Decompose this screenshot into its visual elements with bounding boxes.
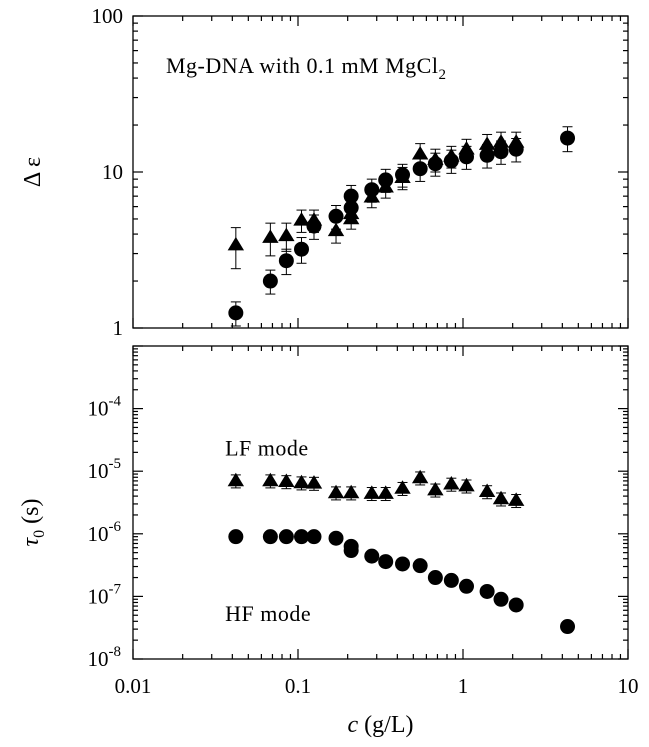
top-triangle-point <box>411 146 429 160</box>
bottom-triangle-point <box>394 480 411 494</box>
top-circle-point <box>427 156 443 172</box>
bottom-circle-point <box>278 529 294 545</box>
top-circle-point <box>378 172 394 188</box>
top-circle-point <box>395 167 411 183</box>
top-circle-point <box>278 253 294 269</box>
bottom-triangle-point <box>227 472 245 487</box>
top-circle-point <box>412 161 428 177</box>
bottom-triangle-point <box>377 485 394 499</box>
top-triangle-point <box>278 227 295 242</box>
bottom-circle-point <box>508 597 524 613</box>
top-triangle-point <box>478 136 496 150</box>
top-triangle-point <box>227 236 245 251</box>
x-tick-label: 1 <box>458 674 469 698</box>
top-circle-point <box>560 130 576 146</box>
bottom-circle-point <box>427 570 443 586</box>
bottom-triangle-point <box>507 492 525 506</box>
x-tick-label: 0.1 <box>285 674 311 698</box>
top-annotation-main: Mg-DNA with 0.1 mM MgCl <box>166 53 438 78</box>
top-y-axis-title: Δ ε <box>20 157 46 187</box>
bottom-circle-point <box>560 619 576 635</box>
top-circle-point <box>458 149 474 165</box>
top-y-tick-label: 10 <box>102 160 123 184</box>
bottom-triangle-point <box>305 475 323 489</box>
bottom-y-tick-label: 10-5 <box>88 456 122 483</box>
bottom-circle-point <box>479 583 495 599</box>
bottom-triangle-point <box>262 472 279 487</box>
bottom-circle-point <box>328 530 344 546</box>
bottom-triangle-point <box>278 473 295 488</box>
hf-mode-label: HF mode <box>225 601 311 626</box>
top-circle-point <box>443 153 459 169</box>
bottom-triangle-point <box>492 490 510 505</box>
top-triangle-point <box>327 222 345 237</box>
bottom-circle-point <box>262 529 278 545</box>
top-triangle-point <box>492 134 510 148</box>
bottom-triangle-point <box>443 475 460 490</box>
top-circle-point <box>228 305 244 321</box>
bottom-circle-point <box>412 558 428 574</box>
top-circle-point <box>262 273 278 289</box>
bottom-circle-point <box>395 556 411 572</box>
bottom-plot-frame <box>132 345 629 660</box>
top-circle-point <box>479 147 495 163</box>
top-triangle-point <box>262 229 279 243</box>
bottom-triangle-point <box>342 484 360 499</box>
top-circle-point <box>328 208 344 224</box>
top-circle-point <box>343 188 359 204</box>
bottom-triangle-point <box>363 485 380 499</box>
top-panel-delta-epsilon: 1 10 100 Δ ε Mg-DNA with 0.1 mM MgCl2 <box>20 4 629 340</box>
bottom-triangle-point <box>327 484 345 499</box>
top-y-tick-label: 1 <box>113 316 124 340</box>
top-circle-point <box>508 141 524 157</box>
lf-mode-label: LF mode <box>225 435 309 460</box>
bottom-circle-point <box>493 591 509 607</box>
bottom-circle-point <box>378 554 394 570</box>
top-circle-point <box>493 144 509 160</box>
bottom-circle-point <box>443 572 459 588</box>
x-tick-label: 10 <box>618 674 639 698</box>
bottom-triangle-point <box>411 469 429 484</box>
top-circle-point <box>306 218 322 234</box>
top-annotation: Mg-DNA with 0.1 mM MgCl2 <box>166 53 446 83</box>
bottom-triangle-point <box>458 477 475 492</box>
bottom-circle-point <box>364 548 380 564</box>
bottom-triangle-point <box>478 483 496 498</box>
top-circle-point <box>293 241 309 257</box>
bottom-y-tick-label: 10-6 <box>88 519 122 546</box>
bottom-circle-point <box>458 578 474 594</box>
x-axis-title: c (g/L) <box>348 712 414 738</box>
top-circle-point <box>343 200 359 216</box>
x-tick-label: 0.01 <box>115 674 152 698</box>
bottom-y-axis-title: τ0 (s) <box>18 499 48 547</box>
top-triangle-point <box>293 212 310 226</box>
top-annotation-subscript: 2 <box>438 67 446 83</box>
top-circle-point <box>364 182 380 198</box>
bottom-circle-point <box>306 529 322 545</box>
bottom-y-tick-label: 10-4 <box>88 394 122 421</box>
bottom-triangle-point <box>293 474 310 489</box>
bottom-circle-point <box>293 529 309 545</box>
bottom-circle-point <box>343 543 359 559</box>
bottom-y-tick-label: 10-8 <box>88 644 122 671</box>
bottom-y-tick-label: 10-7 <box>88 581 122 608</box>
bottom-triangle-point <box>427 481 444 496</box>
bottom-circle-point <box>228 529 244 545</box>
bottom-panel-relaxation-time: 10-8 10-7 10-6 10-5 10-4 0.01 0.1 1 10 c (g/L) τ0 … <box>18 345 639 738</box>
top-y-tick-label: 100 <box>92 4 124 28</box>
